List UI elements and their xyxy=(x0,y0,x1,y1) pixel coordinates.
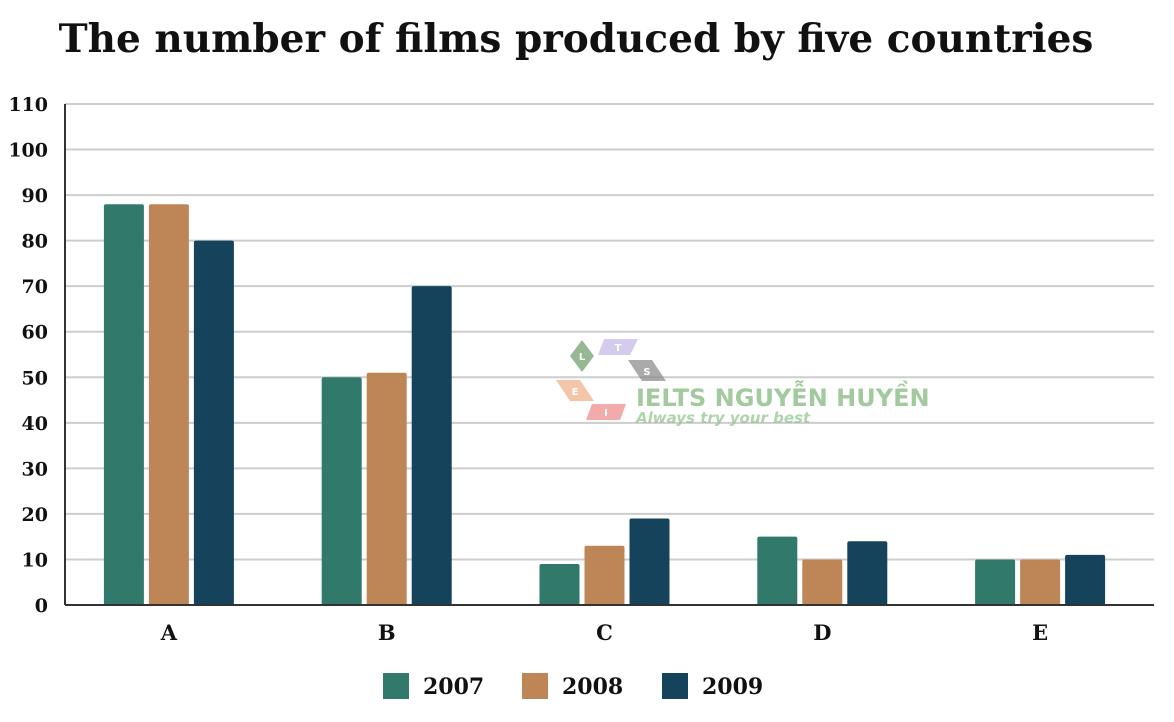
watermark-letter-s: S xyxy=(643,367,650,378)
y-tick-label: 50 xyxy=(22,367,48,389)
x-axis-ticks: A B C D E xyxy=(160,620,1048,645)
y-tick-label: 60 xyxy=(22,322,48,344)
y-tick-label: 30 xyxy=(22,458,48,480)
bar-c-2009 xyxy=(629,518,670,605)
y-tick-label: 20 xyxy=(22,504,48,526)
legend-label-2008: 2008 xyxy=(562,674,623,700)
chart-title: The number of films produced by five cou… xyxy=(59,16,1094,62)
bar-e-2009 xyxy=(1065,554,1106,605)
watermark-title: IELTS NGUYỄN HUYỀN xyxy=(636,379,930,412)
legend-swatch-2008 xyxy=(522,673,548,699)
bar-e-2008 xyxy=(1020,559,1061,605)
grid-lines xyxy=(65,103,1154,561)
bar-c-2008 xyxy=(584,545,625,605)
watermark-letter-i: I xyxy=(604,408,608,419)
x-tick-label: E xyxy=(1032,620,1048,645)
bar-e-2007 xyxy=(975,559,1016,605)
legend-label-2007: 2007 xyxy=(423,674,484,700)
bar-c-2007 xyxy=(539,564,580,605)
axes xyxy=(64,104,1154,606)
legend-label-2009: 2009 xyxy=(702,674,763,700)
y-tick-label: 80 xyxy=(22,231,48,253)
y-tick-label: 90 xyxy=(22,185,48,207)
watermark-logo: L T S E I IELTS NGUYỄN HUYỀN Always try … xyxy=(556,339,930,427)
bar-a-2009 xyxy=(193,240,234,606)
watermark-logo-icon: L T S E I xyxy=(556,339,666,420)
legend: 2007 2008 2009 xyxy=(383,673,763,700)
y-tick-label: 10 xyxy=(22,549,48,571)
watermark-letter-e: E xyxy=(572,387,579,398)
legend-swatch-2007 xyxy=(383,673,409,699)
x-tick-label: B xyxy=(378,620,396,645)
x-tick-label: A xyxy=(160,620,178,645)
bar-b-2007 xyxy=(321,377,362,605)
bar-d-2009 xyxy=(847,541,888,605)
y-axis-ticks: 0 10 20 30 40 50 60 70 80 90 100 110 xyxy=(8,94,48,617)
y-tick-label: 0 xyxy=(35,595,48,617)
y-tick-label: 70 xyxy=(22,276,48,298)
bar-a-2007 xyxy=(103,204,144,605)
bar-d-2007 xyxy=(757,536,798,605)
y-tick-label: 100 xyxy=(8,140,48,162)
watermark-letter-t: T xyxy=(615,343,622,354)
x-tick-label: C xyxy=(596,620,613,645)
bars xyxy=(103,204,1106,606)
y-tick-label: 110 xyxy=(8,94,48,116)
y-tick-label: 40 xyxy=(22,413,48,435)
bar-b-2009 xyxy=(411,286,452,605)
bar-d-2008 xyxy=(802,559,843,605)
x-tick-label: D xyxy=(813,620,831,645)
legend-swatch-2009 xyxy=(662,673,688,699)
bar-a-2008 xyxy=(148,204,189,605)
bar-b-2008 xyxy=(366,372,407,605)
watermark-letter-l: L xyxy=(579,352,586,363)
watermark-subtitle: Always try your best xyxy=(635,409,811,427)
